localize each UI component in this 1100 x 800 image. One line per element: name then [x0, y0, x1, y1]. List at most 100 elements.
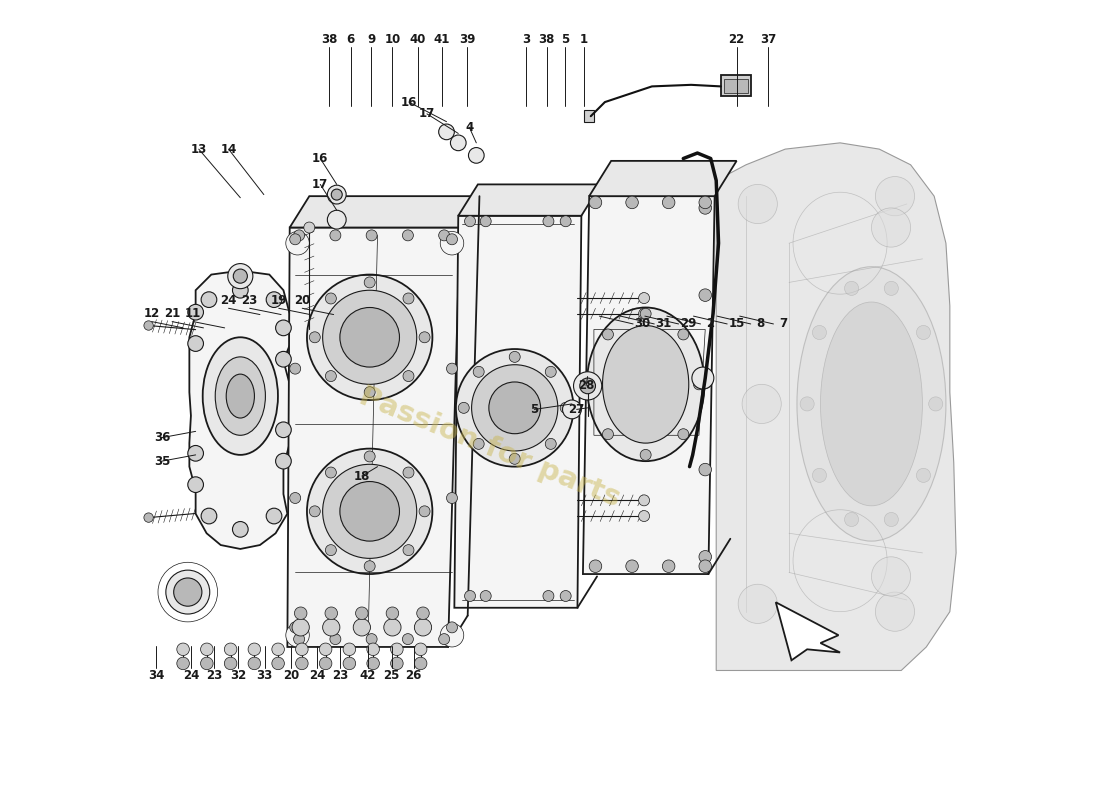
- Ellipse shape: [340, 307, 399, 367]
- Text: 2: 2: [706, 318, 714, 330]
- Ellipse shape: [295, 607, 307, 619]
- Ellipse shape: [738, 584, 778, 623]
- Ellipse shape: [319, 643, 332, 655]
- Ellipse shape: [640, 308, 651, 319]
- Polygon shape: [776, 602, 840, 660]
- Ellipse shape: [580, 378, 595, 394]
- Ellipse shape: [322, 464, 417, 558]
- Ellipse shape: [390, 657, 404, 670]
- Ellipse shape: [364, 451, 375, 462]
- Ellipse shape: [326, 370, 337, 382]
- Ellipse shape: [286, 623, 309, 647]
- Ellipse shape: [469, 147, 484, 163]
- Ellipse shape: [560, 216, 571, 226]
- Ellipse shape: [266, 292, 282, 307]
- Text: 39: 39: [459, 33, 475, 46]
- Ellipse shape: [698, 376, 712, 389]
- Text: 24: 24: [220, 294, 236, 307]
- Ellipse shape: [813, 468, 826, 482]
- Ellipse shape: [331, 189, 342, 200]
- Ellipse shape: [232, 282, 249, 298]
- Text: 32: 32: [230, 670, 246, 682]
- Ellipse shape: [188, 304, 204, 320]
- Ellipse shape: [473, 366, 484, 378]
- Ellipse shape: [800, 397, 814, 411]
- Ellipse shape: [447, 622, 458, 633]
- Ellipse shape: [364, 386, 375, 398]
- Ellipse shape: [916, 326, 931, 339]
- Ellipse shape: [455, 349, 573, 466]
- Ellipse shape: [560, 402, 571, 414]
- Ellipse shape: [698, 560, 712, 573]
- Ellipse shape: [289, 234, 300, 245]
- Ellipse shape: [639, 495, 650, 506]
- Ellipse shape: [364, 277, 375, 288]
- Polygon shape: [454, 216, 582, 608]
- Polygon shape: [289, 196, 480, 227]
- Ellipse shape: [678, 329, 689, 340]
- Polygon shape: [459, 184, 601, 216]
- Ellipse shape: [366, 634, 377, 645]
- Ellipse shape: [384, 618, 402, 636]
- Ellipse shape: [390, 643, 404, 655]
- Text: 19: 19: [271, 294, 287, 307]
- Ellipse shape: [693, 379, 704, 390]
- Text: 13: 13: [190, 142, 207, 156]
- Ellipse shape: [845, 513, 859, 526]
- Text: 24: 24: [309, 670, 326, 682]
- Text: 20: 20: [294, 294, 310, 307]
- Ellipse shape: [698, 463, 712, 476]
- Ellipse shape: [289, 622, 300, 633]
- Ellipse shape: [266, 508, 282, 524]
- Ellipse shape: [916, 468, 931, 482]
- Ellipse shape: [249, 657, 261, 670]
- Polygon shape: [287, 227, 460, 647]
- Ellipse shape: [481, 590, 492, 602]
- Ellipse shape: [309, 332, 320, 342]
- Ellipse shape: [309, 506, 320, 517]
- Ellipse shape: [289, 363, 300, 374]
- Ellipse shape: [328, 210, 346, 229]
- Text: 27: 27: [569, 403, 585, 416]
- Ellipse shape: [464, 590, 475, 602]
- Ellipse shape: [307, 449, 432, 574]
- Ellipse shape: [227, 374, 254, 418]
- Ellipse shape: [353, 618, 371, 636]
- Text: 5: 5: [530, 403, 538, 416]
- Ellipse shape: [678, 429, 689, 440]
- Text: 38: 38: [539, 33, 556, 46]
- Ellipse shape: [343, 657, 355, 670]
- Ellipse shape: [294, 634, 305, 645]
- Ellipse shape: [286, 231, 309, 255]
- Ellipse shape: [364, 561, 375, 572]
- Text: 5: 5: [561, 33, 569, 46]
- Text: 22: 22: [728, 33, 745, 46]
- Text: 35: 35: [154, 454, 170, 468]
- Ellipse shape: [543, 590, 554, 602]
- Ellipse shape: [419, 332, 430, 342]
- Ellipse shape: [276, 422, 292, 438]
- Ellipse shape: [698, 550, 712, 563]
- Ellipse shape: [224, 657, 236, 670]
- Text: 10: 10: [384, 33, 400, 46]
- Ellipse shape: [188, 446, 204, 461]
- Ellipse shape: [322, 290, 417, 384]
- Ellipse shape: [417, 607, 429, 619]
- Ellipse shape: [144, 321, 153, 330]
- Text: 36: 36: [154, 431, 170, 444]
- Polygon shape: [583, 196, 715, 574]
- Ellipse shape: [177, 643, 189, 655]
- Text: 23: 23: [332, 670, 348, 682]
- Ellipse shape: [328, 185, 346, 204]
- Ellipse shape: [560, 590, 571, 602]
- Ellipse shape: [367, 657, 380, 670]
- Ellipse shape: [439, 124, 454, 140]
- Ellipse shape: [590, 560, 602, 573]
- Ellipse shape: [626, 560, 638, 573]
- Text: 16: 16: [312, 152, 329, 165]
- Ellipse shape: [272, 643, 285, 655]
- Ellipse shape: [692, 367, 714, 389]
- Ellipse shape: [871, 208, 911, 247]
- Text: 37: 37: [760, 33, 777, 46]
- Text: 26: 26: [406, 670, 421, 682]
